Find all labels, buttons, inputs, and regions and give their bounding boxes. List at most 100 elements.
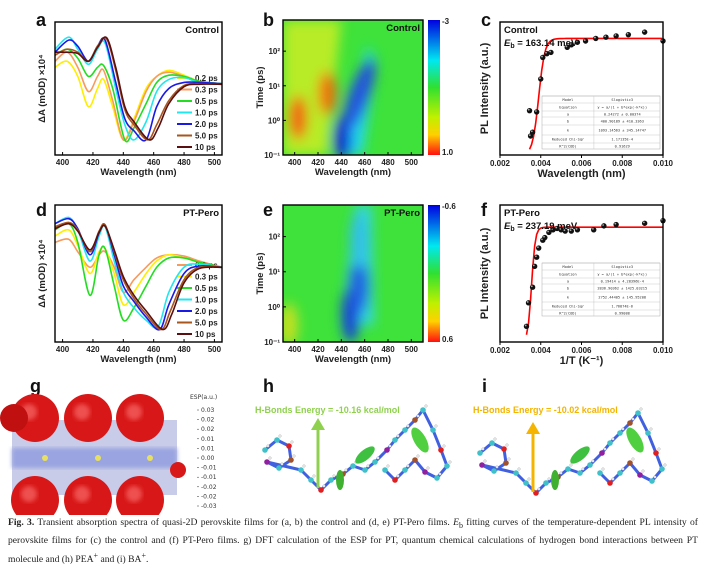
atom [659,466,665,472]
hydrogen-atom [290,440,294,444]
hydrogen-atom [278,434,282,438]
atom [274,437,280,443]
hydrogen-atom [388,444,392,448]
data-point-highlight [537,246,539,249]
table-cell-value: 0.24272 ± 0.00374 [604,112,641,116]
data-point-highlight [543,235,545,238]
data-point [591,227,597,233]
heatmap-feature [349,212,368,269]
hydrogen-atom [603,447,607,451]
bond [266,460,302,472]
x-tick-label: 500 [405,158,419,167]
atom-sulfur [95,455,101,461]
esp-tick-label: 0.01 [201,436,215,443]
y-axis-label: PL Intensity (a.u.) [479,227,491,319]
figure: 0.2 ps 0.3 ps 0.5 ps 1.0 ps 2.0 ps 5.0 ps 10 p… [0,10,674,515]
colorbar-max-label: -3 [442,17,450,26]
bond [431,429,443,451]
hydrogen-atom [396,474,400,478]
data-point-highlight [528,134,531,137]
bond [439,449,449,467]
legend-label: 1.0 ps [195,296,218,305]
legend-label: 5.0 ps [195,319,218,328]
data-point [601,223,607,229]
plot-frame [282,19,424,156]
esp-surface-image [0,394,186,515]
data-point-highlight [555,226,558,229]
panel-label-d: d [36,200,47,220]
colorbar [428,205,440,342]
x-tick-label: 0.006 [571,346,592,355]
fit-curve [525,226,663,335]
bond [654,452,664,470]
x-tick-label: 0.006 [571,159,592,168]
hydrogen-atom [493,437,497,441]
chart-tag: PT-Pero [183,208,219,219]
atom [523,480,529,486]
atom [288,457,294,463]
molecule-structure-h [262,404,452,493]
atom [607,440,613,446]
hydrogen-atom [322,484,326,488]
data-point-highlight [614,222,617,225]
data-point-highlight [524,324,527,327]
atom [362,467,368,473]
x-tick-label: 400 [56,158,70,167]
y-tick-label: 10⁰ [268,116,281,125]
arrow-icon [311,418,325,430]
data-point [641,220,648,226]
data-point-highlight [539,77,541,79]
atom [392,437,398,443]
interaction-surface [626,427,644,453]
atom [489,440,495,446]
data-point [625,31,632,38]
atom [392,477,398,483]
interaction-surface [411,427,429,453]
table-cell-key: b [567,286,569,290]
bond [373,448,389,464]
x-tick-label: 460 [358,345,372,354]
y-axis-label: ΔA (mOD) ×10⁴ [37,239,48,308]
legend-label: 0.3 ps [195,273,218,282]
colorbar-min-label: 0.6 [442,335,454,344]
x-tick-label: 0.002 [490,159,511,168]
fit-table [541,262,661,317]
hydrogen-atom [406,424,410,428]
data-point [529,284,536,290]
interaction-surface [551,470,559,490]
hydrogen-atom [366,464,370,468]
interaction-surface [336,470,344,490]
atom [372,459,378,465]
data-point-highlight [642,30,645,33]
data-point-highlight [594,36,596,39]
series-line-2.0ps [54,37,223,142]
hydrogen-atom [332,474,336,478]
data-point [593,35,599,42]
legend-label: 10 ps [195,143,216,152]
series-line-10ps [54,222,223,331]
atom [479,462,485,468]
atom-sulfur [147,455,153,461]
atom [599,450,605,456]
atom [645,430,651,436]
data-point [542,234,548,241]
atom [649,478,655,484]
hydrogen-atom [396,434,400,438]
x-tick-label: 440 [117,158,131,167]
atom [286,443,292,449]
panel-label-g: g [30,376,41,396]
eb-symbol: E [504,221,511,232]
table-cell-value: y = a/(1 + b*exp(-k*x)) [597,105,647,109]
hydrogen-atom [649,427,653,431]
x-tick-label: 440 [117,345,131,354]
data-point-highlight [569,229,572,232]
x-axis-label: Wavelength (nm) [537,168,626,180]
x-tick-label: 460 [358,158,372,167]
chart-tag: Control [504,25,538,36]
chart-tag: PT-Pero [384,208,420,219]
hydrogen-atom [495,465,499,469]
hydrogen-atom [621,467,625,471]
eb-value: = 163.14 meV [515,38,578,49]
y-axis-label: Time (ps) [255,66,266,108]
